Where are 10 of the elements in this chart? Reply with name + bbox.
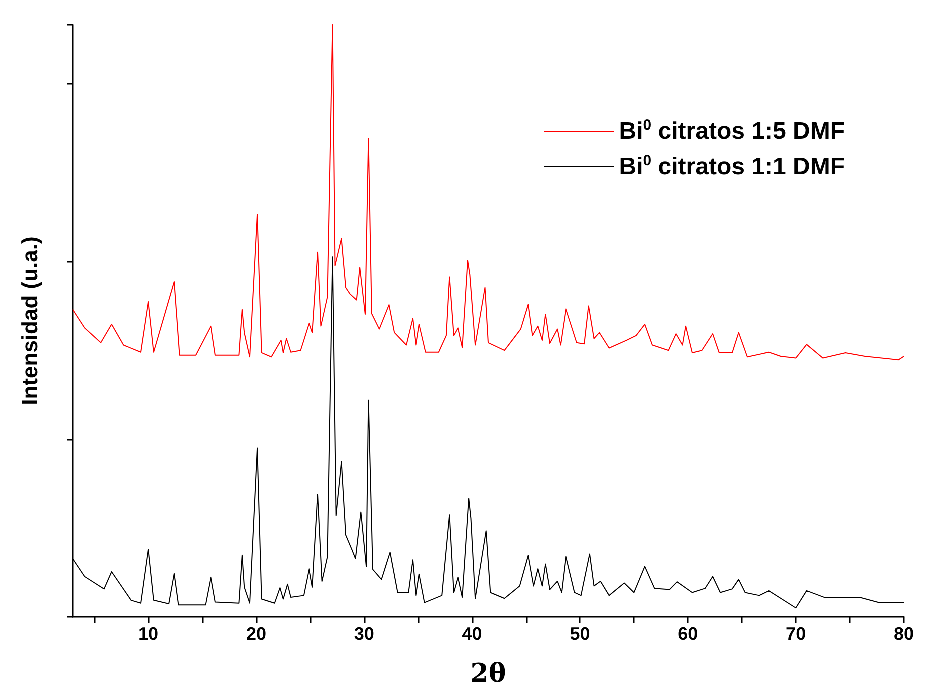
x-tick-label: 50 <box>570 624 590 644</box>
x-tick-label: 10 <box>138 624 159 644</box>
x-tick-label: 20 <box>246 624 266 644</box>
x-tick-label: 60 <box>678 624 698 644</box>
x-axis-title: 2θ <box>470 659 506 689</box>
y-axis-title: Intensidad (u.a.) <box>18 236 42 406</box>
x-tick-label: 80 <box>894 624 914 644</box>
x-tick-label: 70 <box>786 624 806 644</box>
x-tick-label: 40 <box>462 624 482 644</box>
x-tick-label: 30 <box>354 624 374 644</box>
